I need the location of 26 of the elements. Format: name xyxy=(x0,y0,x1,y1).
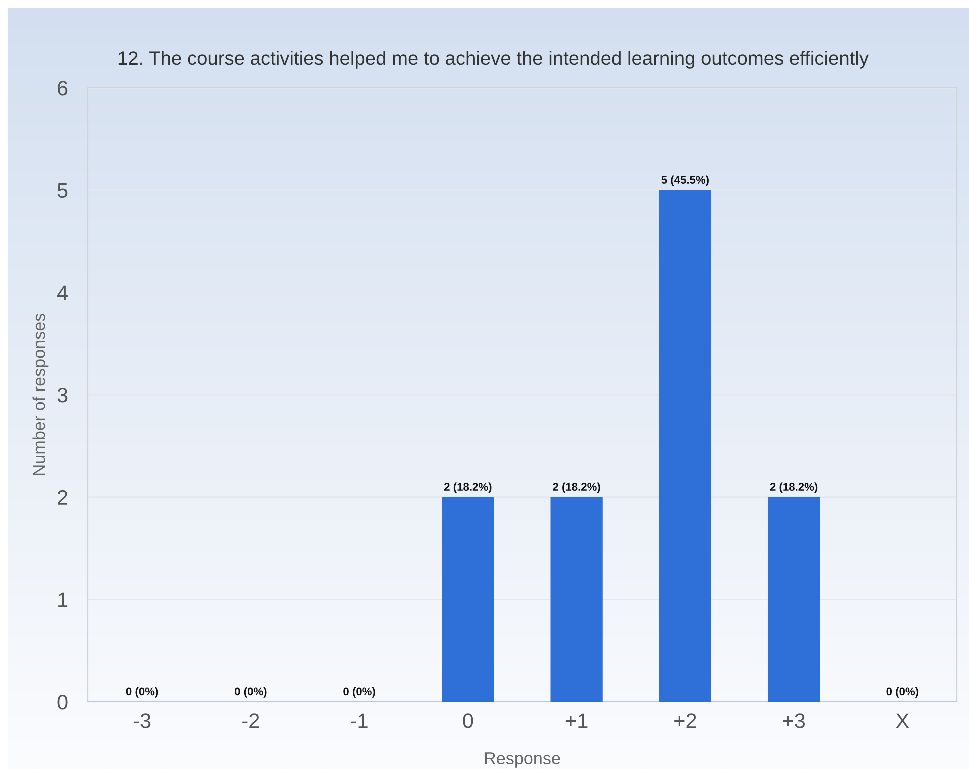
x-tick-label: -3 xyxy=(134,714,151,728)
y-tick-label: 3 xyxy=(58,388,68,403)
chart-title: 12. The course activities helped me to achieve the intended learning outcomes efficiently xyxy=(118,51,869,69)
data-label: 2 (18.2%) xyxy=(553,482,600,494)
y-tick-label: 1 xyxy=(58,592,68,608)
y-tick-label: 0 xyxy=(58,695,68,710)
x-tick-label: X xyxy=(896,714,910,728)
data-label: 5 (45.5%) xyxy=(662,176,709,186)
y-axis-title: Number of responses xyxy=(32,314,49,476)
data-label: 2 (18.2%) xyxy=(444,482,492,494)
y-tick-label: 2 xyxy=(58,490,68,505)
data-label: 0 (0%) xyxy=(886,687,918,698)
y-tick-label: 5 xyxy=(58,184,68,198)
y-tick-label: 6 xyxy=(58,81,68,96)
x-axis-title: Response xyxy=(485,752,560,768)
data-label: 2 (18.2%) xyxy=(770,482,818,494)
x-tick-label: +3 xyxy=(783,714,806,728)
data-label: 0 (0%) xyxy=(235,687,267,698)
x-tick-label: -1 xyxy=(351,714,368,728)
x-tick-label: +1 xyxy=(566,714,588,728)
data-label: 0 (0%) xyxy=(126,687,158,698)
data-label: 0 (0%) xyxy=(344,687,376,698)
x-tick-label: +2 xyxy=(674,714,696,728)
y-tick-label: 4 xyxy=(57,286,68,300)
x-tick-label: -2 xyxy=(242,714,260,728)
x-tick-label: 0 xyxy=(463,714,474,728)
